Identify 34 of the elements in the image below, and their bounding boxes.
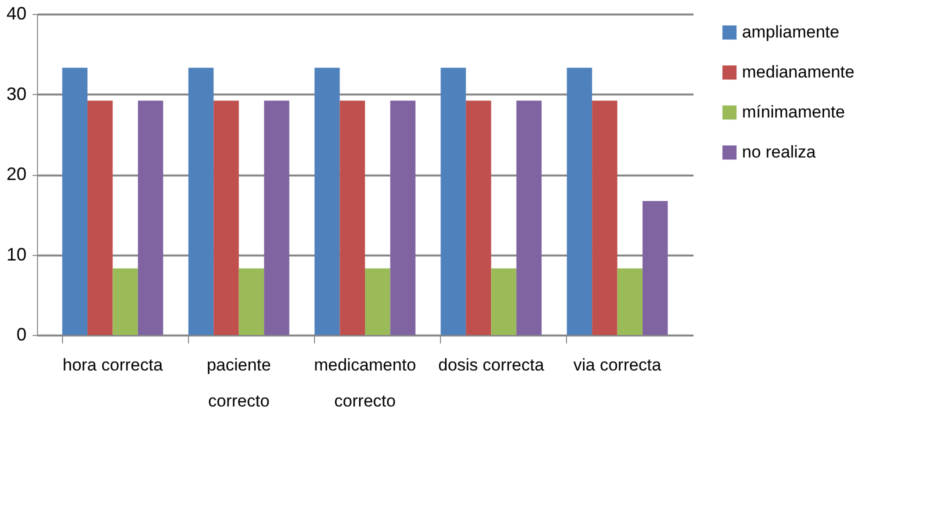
bar — [566, 68, 592, 335]
y-tick-label: 20 — [6, 164, 26, 184]
x-tick-label: hora correcta — [62, 356, 164, 374]
legend-label: medianamente — [742, 62, 854, 82]
y-tick-label: 10 — [6, 244, 26, 264]
legend-label: no realiza — [742, 142, 816, 162]
bar — [138, 100, 164, 335]
legend-label: ampliamente — [742, 22, 840, 42]
y-tick-label: 30 — [6, 84, 26, 104]
bar — [264, 100, 290, 335]
bar — [87, 100, 113, 335]
x-tick-label: medicamento correcto — [314, 356, 416, 410]
bar — [188, 68, 214, 335]
legend-label: mínimamente — [742, 102, 845, 122]
bar — [642, 200, 668, 335]
bar — [592, 100, 618, 335]
bar — [466, 100, 492, 335]
bar — [365, 268, 390, 335]
bar — [617, 268, 643, 335]
bar — [516, 100, 542, 335]
bar — [62, 68, 88, 335]
bar — [440, 68, 466, 335]
x-tick-label: dosis correcta — [438, 356, 545, 374]
x-tick-label: paciente correcto — [206, 356, 271, 410]
y-tick-label: 40 — [6, 4, 26, 24]
bar — [238, 268, 264, 335]
bar — [314, 68, 340, 335]
bar — [491, 268, 516, 335]
x-tick-label: via correcta — [573, 356, 662, 374]
bar — [214, 100, 239, 335]
bar — [112, 268, 138, 335]
bar — [390, 100, 416, 335]
y-tick-label: 0 — [16, 324, 26, 344]
bar — [340, 100, 365, 335]
